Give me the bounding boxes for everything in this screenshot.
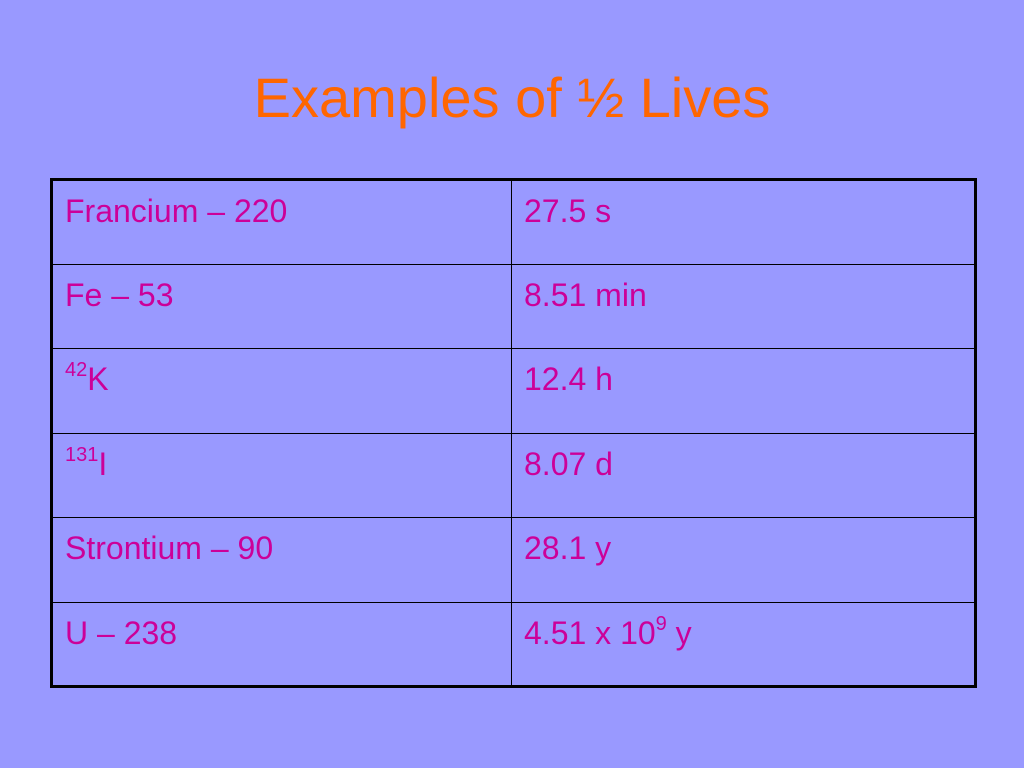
- element-symbol: I: [98, 445, 108, 482]
- table-row: U – 238 4.51 x 109 y: [51, 601, 976, 687]
- table-row: 42K 12.4 h: [51, 348, 976, 434]
- isotope-cell: Fe – 53: [51, 263, 512, 349]
- table-row: Strontium – 90 28.1 y: [51, 517, 976, 603]
- half-life-cell: 28.1 y: [511, 517, 976, 603]
- half-life-cell: 4.51 x 109 y: [511, 601, 976, 687]
- slide-title: Examples of ½ Lives: [253, 66, 771, 129]
- half-life-cell: 27.5 s: [511, 179, 976, 265]
- isotope-cell: U – 238: [51, 601, 512, 687]
- mass-number: 131: [65, 443, 99, 466]
- half-life-exponent: 9: [655, 612, 667, 635]
- element-symbol: K: [87, 361, 109, 397]
- isotope-cell: 131I: [51, 432, 512, 518]
- mass-number: 42: [65, 359, 88, 381]
- table-row: 131I 8.07 d: [51, 432, 976, 518]
- table-row: Francium – 220 27.5 s: [51, 179, 976, 265]
- half-life-cell: 8.07 d: [511, 432, 976, 518]
- isotope-cell: 42K: [51, 348, 512, 434]
- isotope-cell: Francium – 220: [51, 179, 512, 265]
- table-row: Fe – 53 8.51 min: [51, 263, 976, 349]
- half-life-cell: 12.4 h: [511, 348, 976, 434]
- half-life-table: Francium – 220 27.5 s Fe – 53 8.51 min 4…: [50, 178, 977, 688]
- half-life-base: 4.51 x 10: [524, 614, 656, 651]
- isotope-cell: Strontium – 90: [51, 517, 512, 603]
- half-life-unit: y: [666, 614, 692, 651]
- half-life-cell: 8.51 min: [511, 263, 976, 349]
